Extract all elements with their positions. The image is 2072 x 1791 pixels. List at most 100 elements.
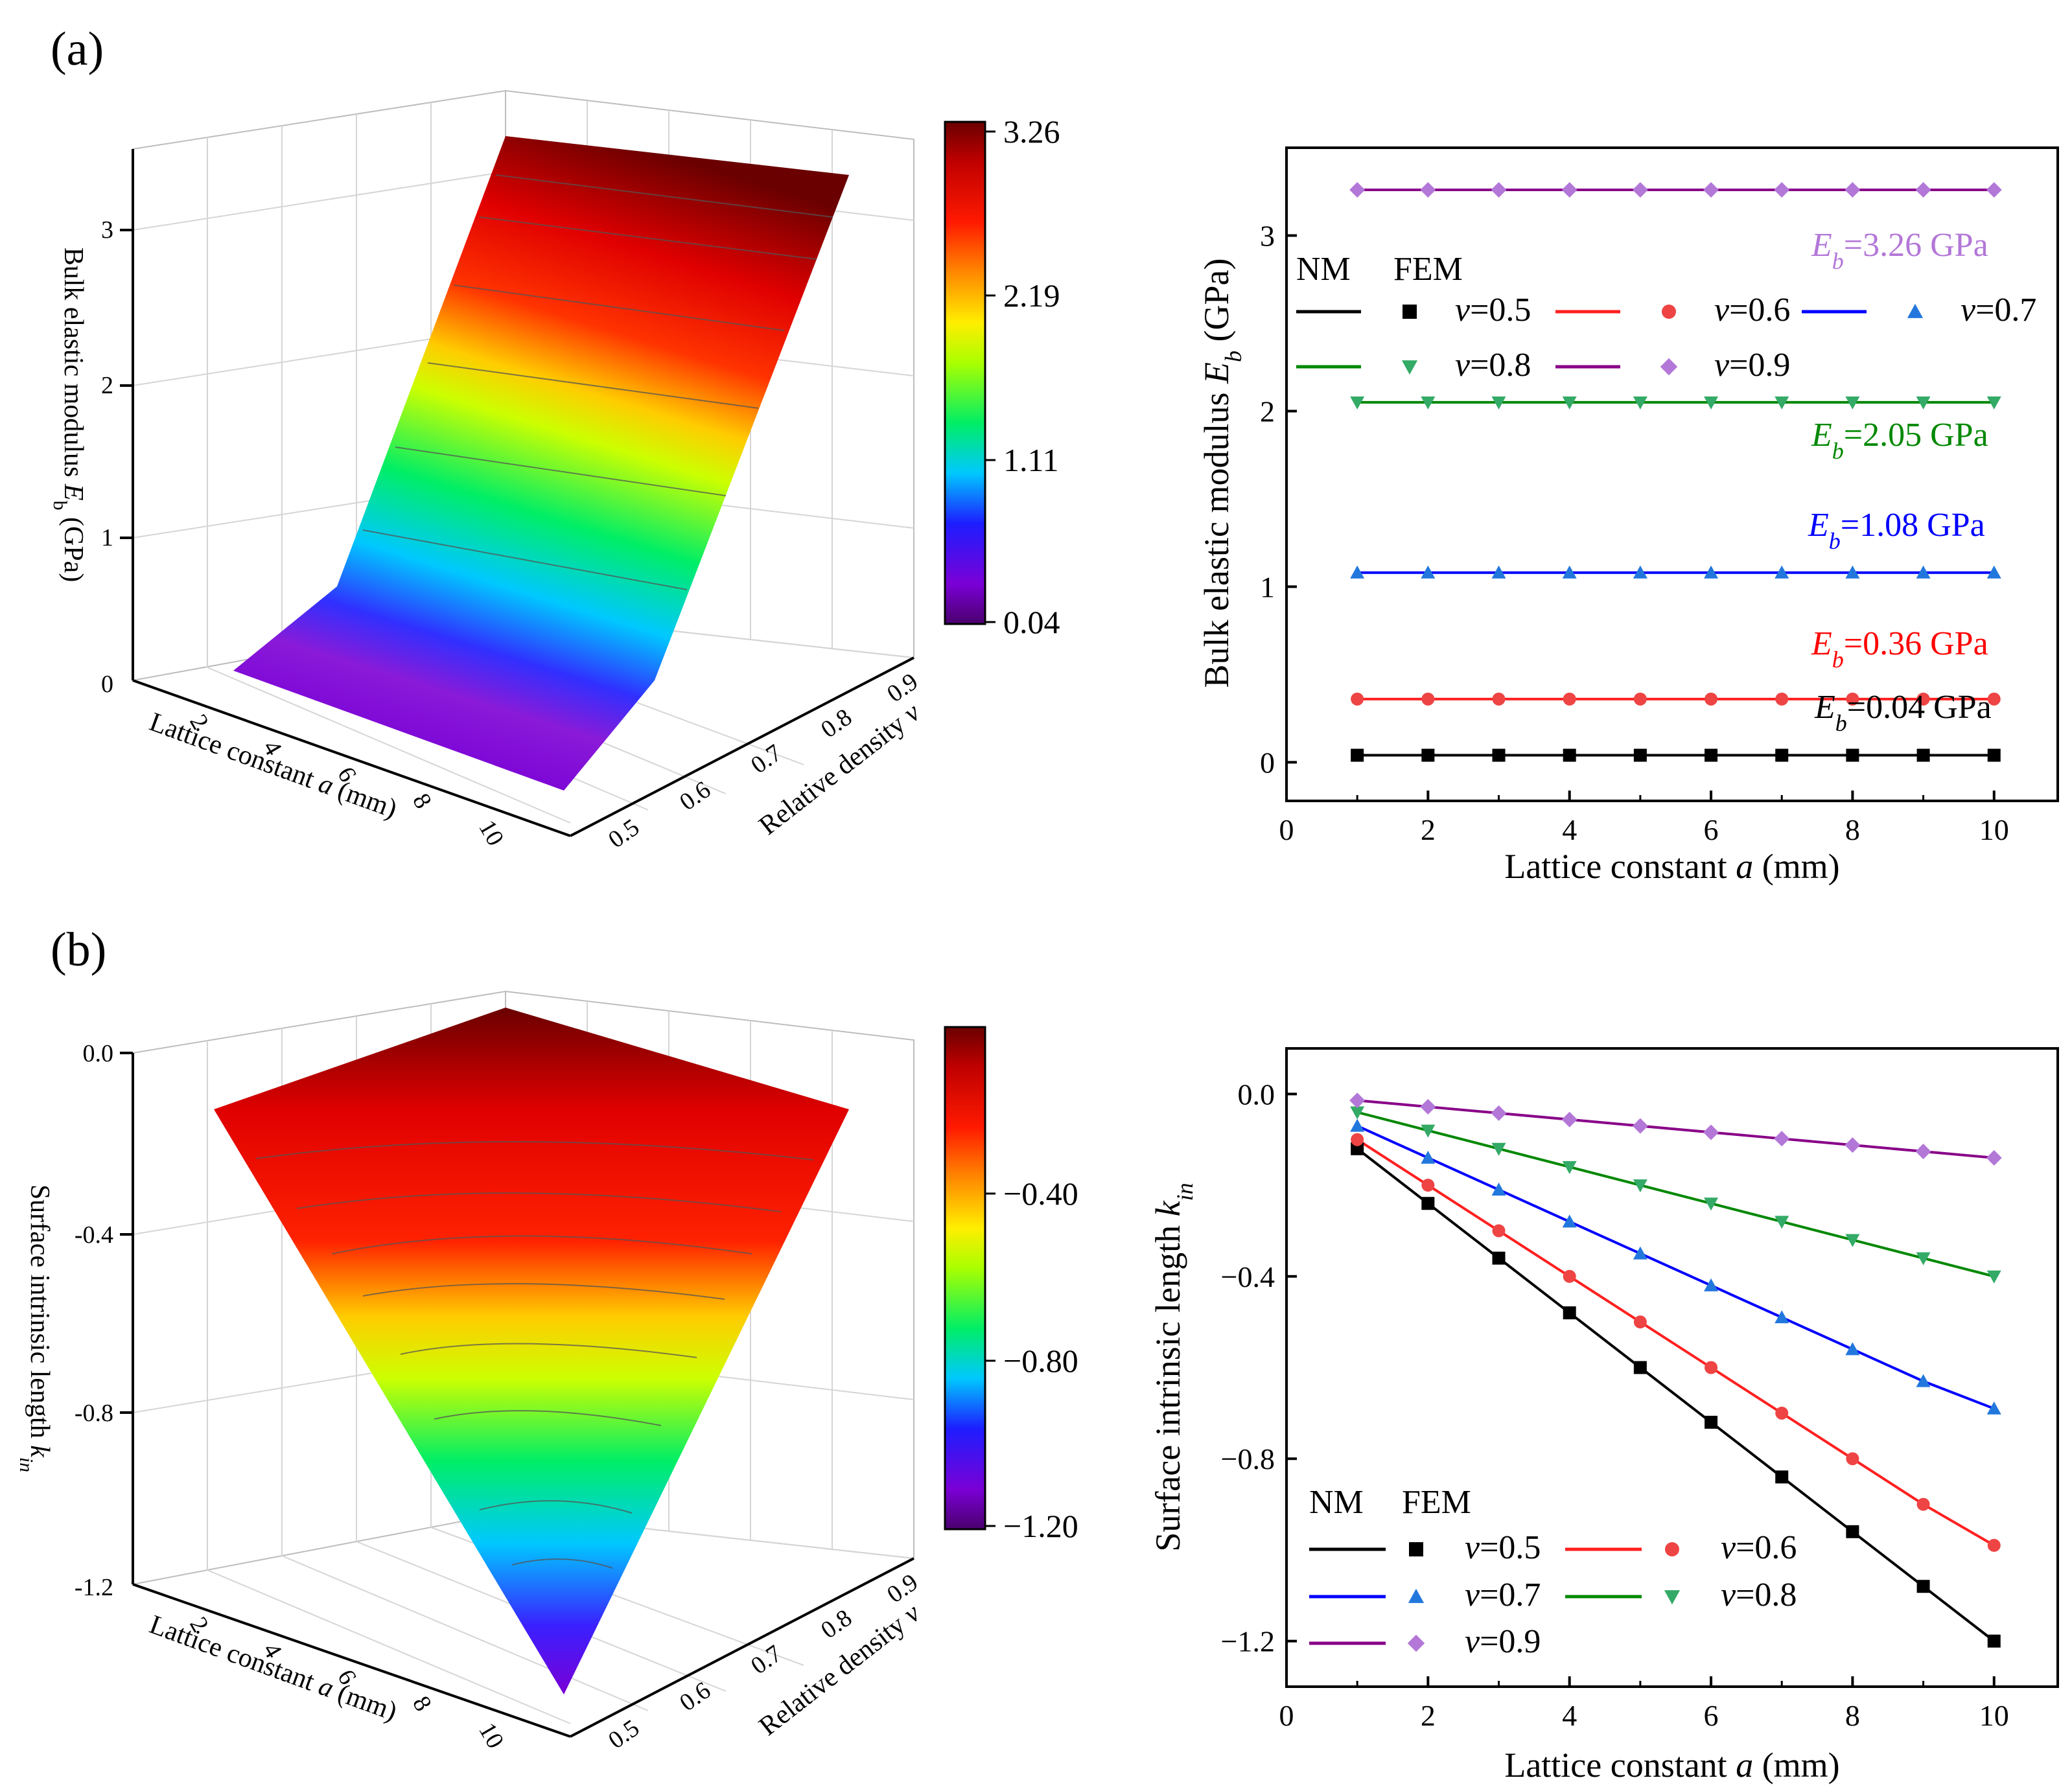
- data-point: [1775, 1406, 1789, 1420]
- b3d-axes: [120, 1052, 914, 1738]
- data-point: [1491, 1105, 1507, 1121]
- b2d-x-axis: 0 2 4 6 8 10: [1279, 1676, 2009, 1732]
- a3d-y-tick: 0.8: [816, 704, 857, 744]
- x-tick-label: 0: [1279, 813, 1294, 846]
- data-point: [1421, 396, 1436, 410]
- b2d-legend-header-nm: NM: [1309, 1484, 1364, 1521]
- data-point: [1987, 748, 2001, 762]
- data-point: [1775, 1470, 1789, 1484]
- data-point: [1633, 1361, 1647, 1374]
- b2d-plot-area: [1349, 1092, 2002, 1648]
- data-point: [1633, 1246, 1647, 1260]
- data-point: [1703, 182, 1719, 198]
- b3d-x-label: Lattice constant a (mm): [146, 1610, 401, 1727]
- a2d-frame: [1285, 146, 2059, 802]
- data-point: [1845, 565, 1860, 579]
- chart-a2d: 0 2 4 6 8 10 0 1 2 3 Lattice constant a (mm) Bul…: [1197, 146, 2059, 886]
- b3d-z-tick: 0.0: [83, 1040, 114, 1067]
- data-point: [1775, 1216, 1789, 1229]
- data-point: [1916, 1374, 1931, 1387]
- data-point: [1420, 1099, 1436, 1115]
- data-point: [1421, 1150, 1436, 1164]
- x-tick-label: 4: [1562, 1699, 1577, 1732]
- data-point: [1350, 1106, 1365, 1120]
- data-point: [1633, 692, 1647, 706]
- data-point: [1561, 182, 1577, 198]
- legend-label: v=0.6: [1721, 1529, 1797, 1566]
- data-point: [1916, 396, 1931, 410]
- data-point: [1986, 182, 2002, 198]
- data-point: [1987, 692, 2001, 706]
- legend-marker: [1409, 1542, 1423, 1556]
- data-point: [1705, 748, 1718, 762]
- b3d-x-tick: 10: [473, 1718, 509, 1753]
- legend-marker: [1401, 360, 1418, 375]
- a3d-z-tick: 2: [101, 372, 113, 399]
- a3d-x-tick: 10: [473, 816, 509, 851]
- data-point: [1421, 565, 1436, 579]
- data-point: [1562, 1161, 1577, 1174]
- a3d-colorbar-label: 0.04: [1003, 604, 1060, 640]
- data-point: [1421, 748, 1435, 762]
- b2d-legend-entries: v=0.5 v=0.6 v=0.7 v=0.8 v=0.9: [1309, 1529, 1797, 1660]
- series-line: [1356, 1111, 1995, 1278]
- series-line: [1356, 1138, 1995, 1547]
- b3d-y-tick: 0.8: [816, 1604, 857, 1645]
- b3d-colorbar-label: −0.40: [1003, 1175, 1078, 1212]
- a3d-colorbar-ticks: [985, 130, 995, 623]
- a2d-annotation: Eb=0.04 GPa: [1814, 689, 1992, 736]
- data-point: [1916, 748, 1930, 762]
- a3d-colorbar-label: 1.11: [1003, 442, 1059, 478]
- data-point: [1986, 565, 2001, 579]
- data-point: [1492, 748, 1506, 762]
- y-tick-label: 1: [1260, 570, 1275, 603]
- a3d-z-tick: 1: [101, 524, 113, 551]
- data-point: [1421, 1197, 1435, 1210]
- data-point: [1775, 565, 1789, 579]
- data-point: [1562, 565, 1577, 579]
- a2d-legend-entries: v=0.5 v=0.6 v=0.7 v=0.8 v=0.9: [1296, 292, 2036, 384]
- data-point: [1563, 692, 1576, 706]
- a3d-colorbar: [944, 121, 986, 625]
- data-point: [1351, 692, 1364, 706]
- legend-marker: [1407, 1634, 1425, 1652]
- legend-label: v=0.9: [1465, 1623, 1541, 1660]
- data-point: [1492, 1224, 1506, 1238]
- a3d-colorbar-label: 2.19: [1003, 277, 1060, 314]
- data-point: [1986, 1270, 2001, 1284]
- b2d-y-label: Surface intrinsic length kin: [1148, 1183, 1198, 1551]
- legend-label: v=0.5: [1465, 1529, 1541, 1566]
- data-point: [1846, 748, 1859, 762]
- data-point: [1492, 1251, 1506, 1265]
- data-point: [1420, 182, 1436, 198]
- b3d-colorbar: [944, 1026, 986, 1531]
- panel-b-label: (b): [51, 923, 106, 976]
- series-line: [1356, 1124, 1995, 1410]
- data-point: [1421, 1179, 1435, 1192]
- data-point: [1563, 1269, 1576, 1283]
- a2d-annotations: Eb=3.26 GPa Eb=2.05 GPa Eb=1.08 GPa Eb=0…: [1808, 227, 1992, 736]
- a3d-colorbar-label: 3.26: [1003, 113, 1060, 150]
- x-tick-label: 6: [1704, 813, 1719, 846]
- data-point: [1845, 1234, 1860, 1247]
- data-point: [1845, 396, 1860, 410]
- a3d-x-tick: 8: [407, 789, 437, 813]
- a2d-x-axis: 0 2 4 6 8 10: [1279, 791, 2009, 846]
- data-point: [1491, 1142, 1506, 1156]
- b3d-z-label: Surface intrinsic length kin: [16, 1184, 55, 1472]
- a2d-x-label: Lattice constant a (mm): [1504, 847, 1839, 886]
- data-point: [1350, 1118, 1365, 1132]
- b3d-z-tick: -0.4: [75, 1221, 113, 1249]
- data-point: [1705, 1415, 1718, 1429]
- panel-a-label: (a): [51, 23, 104, 76]
- b2d-legend-header-fem: FEM: [1402, 1484, 1471, 1521]
- chart-b2d: 0 2 4 6 8 10 0.0 −0.4 −0.8 −1.2 Lattice constant…: [1148, 1047, 2059, 1785]
- data-point: [1704, 1278, 1719, 1291]
- legend-marker: [1665, 1542, 1679, 1556]
- a2d-annotation: Eb=1.08 GPa: [1808, 507, 1985, 554]
- b3d-y-tick: 0.5: [603, 1715, 644, 1755]
- data-point: [1915, 182, 1931, 198]
- data-point: [1633, 1179, 1647, 1193]
- x-tick-label: 2: [1421, 813, 1436, 846]
- data-point: [1633, 1315, 1647, 1329]
